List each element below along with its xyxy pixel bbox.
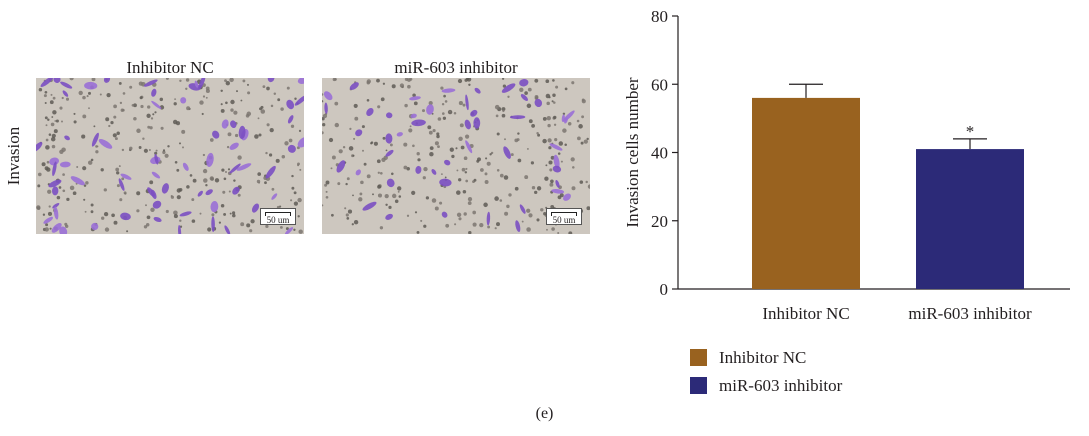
legend-item-inhibitor-nc: Inhibitor NC: [690, 348, 806, 368]
row-label-invasion: Invasion: [4, 126, 23, 186]
legend-label: miR-603 inhibitor: [719, 376, 843, 395]
legend-label: Inhibitor NC: [719, 348, 807, 367]
y-axis-label: Invasion cells number: [623, 77, 642, 227]
y-tick-label: 0: [660, 280, 669, 299]
legend-swatch-inhibitor-nc: [690, 349, 707, 367]
panel-label: (e): [535, 405, 554, 422]
bar-mir603-inhibitor: [916, 149, 1024, 289]
micrograph-title-mir603-inhibitor: miR-603 inhibitor: [394, 58, 518, 77]
micrograph-inhibitor-nc: 50 um: [36, 78, 304, 234]
micrograph-image-inhibitor-nc: [36, 78, 304, 234]
micrograph-image-mir603-inhibitor: [322, 78, 590, 234]
significance-marker: *: [966, 122, 975, 141]
y-tick-label: 40: [651, 144, 668, 163]
y-tick-label: 60: [651, 75, 668, 94]
scale-bar-label: 50 um: [266, 215, 290, 225]
micrograph-mir603-inhibitor: 50 um: [322, 78, 590, 234]
scale-bar-mir603-inhibitor: 50 um: [546, 208, 582, 225]
y-tick-label: 80: [651, 7, 668, 26]
scale-bar-label: 50 um: [552, 215, 576, 225]
bar-inhibitor-nc: [752, 97, 860, 290]
y-tick-label: 20: [651, 212, 668, 231]
x-tick-label: Inhibitor NC: [762, 304, 849, 323]
micrograph-title-inhibitor-nc: Inhibitor NC: [126, 58, 214, 77]
scale-bar-inhibitor-nc: 50 um: [260, 208, 296, 225]
bar-chart: 0 20 40 60 80 Invasion cells number Inhibitor …: [623, 7, 1070, 323]
legend-item-mir603-inhibitor: miR-603 inhibitor: [690, 376, 842, 396]
legend-swatch-mir603-inhibitor: [690, 377, 707, 395]
x-tick-label: miR-603 inhibitor: [908, 304, 1032, 323]
